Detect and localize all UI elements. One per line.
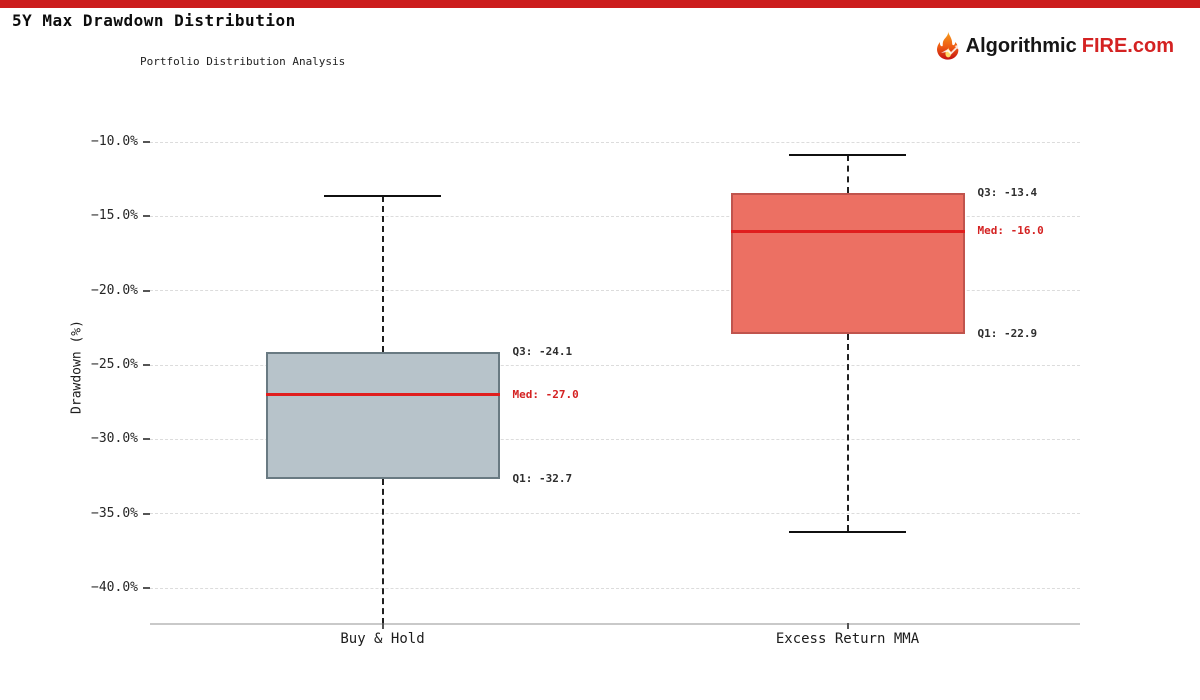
gridline — [150, 141, 1080, 143]
y-tick-label: −35.0% — [91, 505, 138, 521]
gridline — [150, 215, 1080, 217]
y-tick-label: −15.0% — [91, 208, 138, 224]
brand-name-red: FIRE.com — [1081, 34, 1174, 57]
y-tick-label: −10.0% — [91, 134, 138, 149]
whisker-lower-cap — [789, 530, 906, 533]
brand-name-black: Algorithmic — [965, 34, 1077, 57]
y-tick-mark — [143, 364, 150, 366]
y-tick-label: −30.0% — [91, 431, 138, 447]
box-excess-return-mma — [730, 192, 965, 334]
stat-label-med: Med: -27.0 — [512, 387, 579, 401]
whisker-upper — [381, 195, 384, 352]
gridline — [150, 364, 1080, 366]
whisker-upper — [846, 155, 849, 193]
brand-logo[interactable]: Algorithmic FIRE.com — [935, 30, 1174, 62]
y-tick-mark — [143, 587, 150, 589]
x-tick-mark — [381, 623, 384, 629]
whisker-upper-cap — [789, 154, 906, 157]
y-tick-label: −20.0% — [91, 282, 138, 298]
y-tick-mark — [143, 215, 150, 218]
x-tick-mark — [846, 623, 849, 629]
stat-label-q1: Q1: -22.9 — [977, 326, 1038, 340]
stat-label-q1: Q1: -32.7 — [512, 472, 573, 486]
whisker-lower — [381, 479, 384, 624]
y-tick-mark — [143, 512, 150, 515]
gridline — [150, 587, 1080, 589]
median-line — [730, 229, 965, 233]
y-tick-mark — [143, 289, 150, 292]
whisker-lower — [846, 333, 849, 532]
x-axis-line — [150, 623, 1080, 625]
y-tick-mark — [143, 438, 150, 441]
y-tick-label: −40.0% — [91, 580, 138, 595]
whisker-upper-cap — [324, 194, 441, 197]
page-title: 5Y Max Drawdown Distribution — [12, 11, 296, 30]
box-buy-hold — [265, 351, 500, 480]
gridline — [150, 513, 1080, 515]
gridline — [150, 438, 1080, 440]
x-tick-label: Excess Return MMA — [775, 631, 920, 647]
gridline — [150, 290, 1080, 292]
stat-label-q3: Q3: -13.4 — [977, 185, 1038, 199]
y-tick-label: −25.0% — [91, 357, 138, 372]
y-tick-mark — [143, 141, 150, 143]
flame-icon — [935, 30, 961, 62]
stat-label-med: Med: -16.0 — [977, 224, 1044, 238]
x-tick-label: Buy & Hold — [340, 631, 425, 647]
chart-subtitle: Portfolio Distribution Analysis — [140, 55, 346, 68]
median-line — [265, 393, 500, 397]
stat-label-q3: Q3: -24.1 — [512, 344, 573, 358]
top-accent-bar — [0, 0, 1200, 8]
